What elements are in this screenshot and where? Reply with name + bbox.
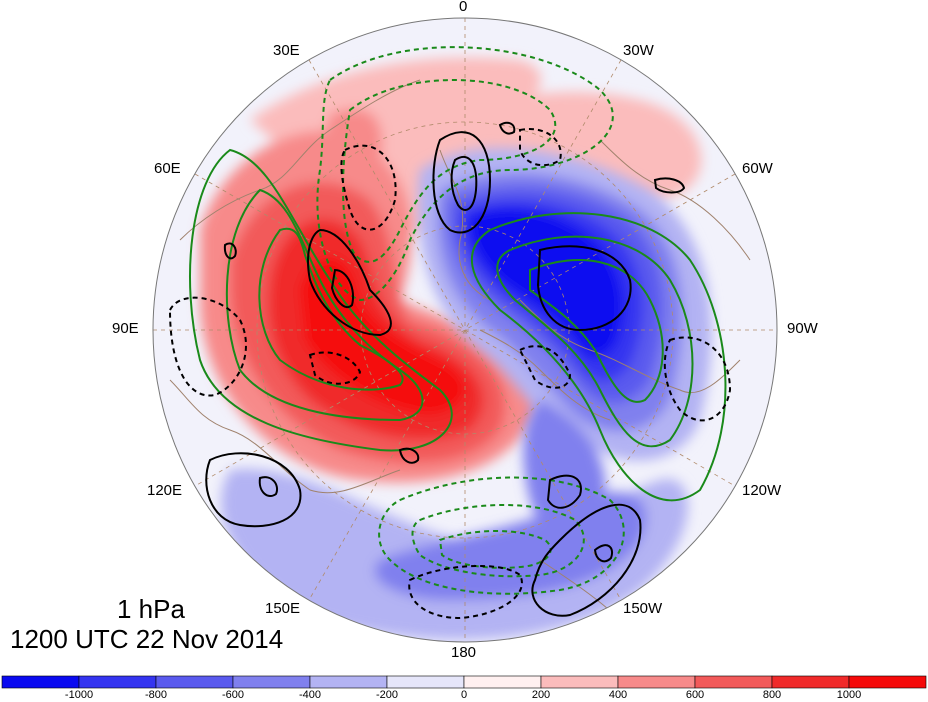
- lon-label-150e: 150E: [265, 600, 301, 617]
- coastlines: [169, 79, 751, 621]
- black-dashed-contours: [168, 128, 732, 620]
- lon-label-90e: 90E: [112, 320, 139, 337]
- colorbar-tick-label: -400: [298, 689, 322, 701]
- colorbar-swatch: [463, 675, 542, 689]
- colorbar-swatch: [540, 675, 619, 689]
- lon-label-30e: 30E: [273, 42, 300, 59]
- colorbar-swatch: [386, 675, 465, 689]
- colorbar-swatch: [848, 675, 927, 689]
- lon-label-150w: 150W: [623, 600, 663, 617]
- colorbar-swatch: [232, 675, 311, 689]
- lon-label-60e: 60E: [154, 160, 181, 177]
- lon-label-30w: 30W: [623, 42, 654, 59]
- colorbar-swatch: [694, 675, 773, 689]
- colorbar-tick-label: 600: [685, 689, 705, 701]
- colorbar-tick-label: -800: [144, 689, 168, 701]
- colorbar: [1, 675, 927, 689]
- green-dashed-contours: [316, 46, 625, 595]
- datetime-title: 1200 UTC 22 Nov 2014: [10, 624, 284, 654]
- lon-label-120w: 120W: [742, 482, 782, 499]
- graticule: [153, 18, 777, 642]
- green-contours: [189, 148, 727, 502]
- colorbar-tick-label: 1000: [836, 689, 862, 701]
- colorbar-tick-label: 400: [608, 689, 628, 701]
- colorbar-tick-label: 200: [531, 689, 551, 701]
- lon-label-180: 180: [451, 644, 477, 661]
- colorbar-tick-label: -200: [375, 689, 399, 701]
- colorbar-swatch: [617, 675, 696, 689]
- colorbar-tick-label: 0: [460, 689, 468, 701]
- colorbar-tick-label: -600: [221, 689, 245, 701]
- colorbar-swatch: [309, 675, 388, 689]
- pressure-level-title: 1 hPa: [117, 594, 185, 624]
- colorbar-swatch: [155, 675, 234, 689]
- colorbar-tick-label: -1000: [64, 689, 94, 701]
- colorbar-swatch: [78, 675, 157, 689]
- lon-label-90w: 90W: [787, 320, 818, 337]
- colorbar-tick-label: 800: [762, 689, 782, 701]
- lon-label-0: 0: [459, 0, 468, 15]
- map-boundary: [152, 17, 778, 643]
- lon-label-60w: 60W: [742, 160, 773, 177]
- colorbar-swatch: [771, 675, 850, 689]
- lon-label-120e: 120E: [147, 482, 183, 499]
- colorbar-swatch: [1, 675, 80, 689]
- black-contours: [205, 121, 686, 617]
